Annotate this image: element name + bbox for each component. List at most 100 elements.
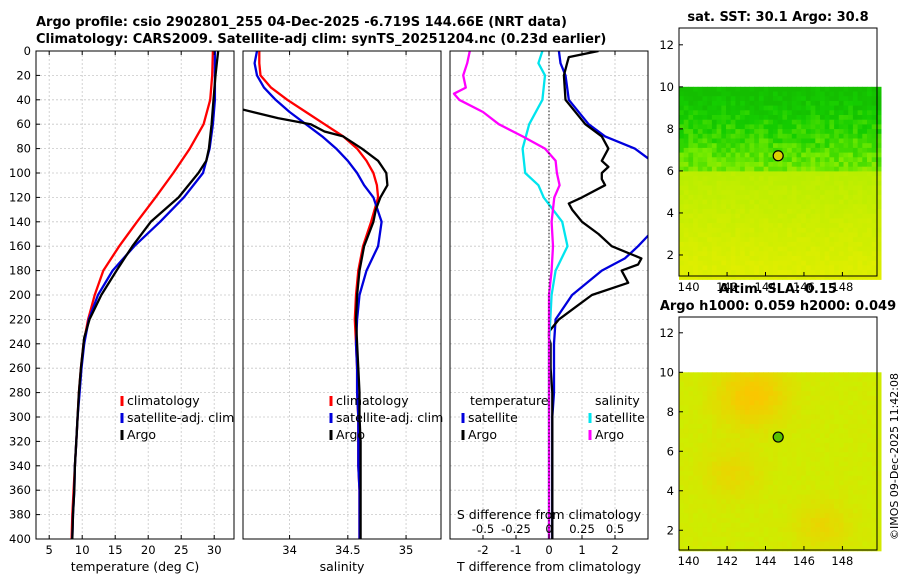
heatmap-cell bbox=[791, 433, 797, 439]
heatmap-cell bbox=[815, 166, 821, 172]
heatmap-cell bbox=[815, 152, 821, 158]
heatmap-cell bbox=[787, 522, 793, 528]
heatmap-cell bbox=[707, 456, 713, 462]
heatmap-cell bbox=[805, 452, 811, 458]
heatmap-cell bbox=[758, 442, 764, 448]
heatmap-cell bbox=[796, 265, 802, 271]
heatmap-cell bbox=[871, 199, 877, 205]
heatmap-cell bbox=[707, 503, 713, 509]
heatmap-cell bbox=[810, 386, 816, 392]
heatmap-cell bbox=[857, 522, 863, 528]
heatmap-cell bbox=[758, 96, 764, 102]
heatmap-cell bbox=[763, 395, 769, 401]
heatmap-cell bbox=[801, 372, 807, 378]
heatmap-cell bbox=[683, 171, 689, 177]
heatmap-cell bbox=[721, 246, 727, 252]
heatmap-cell bbox=[805, 218, 811, 224]
heatmap-cell bbox=[852, 274, 858, 280]
heatmap-cell bbox=[702, 251, 708, 257]
heatmap-cell bbox=[716, 246, 722, 252]
heatmap-cell bbox=[834, 110, 840, 116]
heatmap-cell bbox=[824, 143, 830, 149]
heatmap-cell bbox=[749, 527, 755, 533]
heatmap-cell bbox=[848, 157, 854, 163]
heatmap-cell bbox=[829, 461, 835, 467]
heatmap-cell bbox=[730, 227, 736, 233]
heatmap-cell bbox=[848, 147, 854, 153]
heatmap-cell bbox=[857, 395, 863, 401]
heatmap-cell bbox=[876, 372, 882, 378]
heatmap-cell bbox=[801, 499, 807, 505]
heatmap-cell bbox=[744, 480, 750, 486]
heatmap-cell bbox=[707, 541, 713, 547]
heatmap-cell bbox=[871, 377, 877, 383]
heatmap-cell bbox=[773, 129, 779, 135]
heatmap-cell bbox=[782, 428, 788, 434]
heatmap-cell bbox=[829, 223, 835, 229]
heatmap-cell bbox=[867, 428, 873, 434]
heatmap-cell bbox=[763, 452, 769, 458]
heatmap-cell bbox=[683, 190, 689, 196]
heatmap-cell bbox=[740, 466, 746, 472]
heatmap-cell bbox=[773, 199, 779, 205]
heatmap-cell bbox=[838, 157, 844, 163]
heatmap-cell bbox=[824, 386, 830, 392]
heatmap-cell bbox=[763, 428, 769, 434]
heatmap-cell bbox=[843, 414, 849, 420]
heatmap-cell bbox=[791, 232, 797, 238]
heatmap-cell bbox=[791, 227, 797, 233]
heatmap-cell bbox=[768, 424, 774, 430]
heatmap-cell bbox=[857, 414, 863, 420]
heatmap-cell bbox=[787, 260, 793, 266]
heatmap-cell bbox=[820, 166, 826, 172]
heatmap-cell bbox=[735, 251, 741, 257]
x-tick-label: -2 bbox=[477, 543, 488, 557]
heatmap-cell bbox=[716, 100, 722, 106]
heatmap-cell bbox=[796, 105, 802, 111]
heatmap-cell bbox=[801, 438, 807, 444]
heatmap-cell bbox=[777, 162, 783, 168]
heatmap-cell bbox=[829, 265, 835, 271]
heatmap-cell bbox=[697, 419, 703, 425]
heatmap-cell bbox=[730, 166, 736, 172]
heatmap-cell bbox=[824, 162, 830, 168]
heatmap-cell bbox=[683, 372, 689, 378]
heatmap-cell bbox=[852, 166, 858, 172]
heatmap-cell bbox=[843, 409, 849, 415]
heatmap-cell bbox=[857, 180, 863, 186]
heatmap-cell bbox=[749, 489, 755, 495]
heatmap-cell bbox=[740, 532, 746, 538]
heatmap-cell bbox=[707, 110, 713, 116]
heatmap-cell bbox=[693, 185, 699, 191]
heatmap-cell bbox=[758, 489, 764, 495]
heatmap-cell bbox=[702, 246, 708, 252]
heatmap-cell bbox=[707, 461, 713, 467]
heatmap-cell bbox=[857, 190, 863, 196]
heatmap-cell bbox=[758, 115, 764, 121]
heatmap-cell bbox=[683, 447, 689, 453]
heatmap-cell bbox=[824, 133, 830, 139]
heatmap-cell bbox=[843, 237, 849, 243]
heatmap-cell bbox=[782, 213, 788, 219]
heatmap-cell bbox=[852, 223, 858, 229]
heatmap-cell bbox=[688, 237, 694, 243]
heatmap-cell bbox=[721, 227, 727, 233]
heatmap-cell bbox=[824, 185, 830, 191]
heatmap-cell bbox=[693, 522, 699, 528]
heatmap-cell bbox=[702, 162, 708, 168]
heatmap-cell bbox=[787, 274, 793, 280]
heatmap-cell bbox=[791, 147, 797, 153]
heatmap-cell bbox=[838, 96, 844, 102]
heatmap-cell bbox=[867, 395, 873, 401]
heatmap-cell bbox=[716, 442, 722, 448]
heatmap-cell bbox=[744, 513, 750, 519]
heatmap-cell bbox=[716, 251, 722, 257]
heatmap-cell bbox=[773, 456, 779, 462]
heatmap-cell bbox=[726, 442, 732, 448]
heatmap-cell bbox=[810, 471, 816, 477]
heatmap-cell bbox=[697, 414, 703, 420]
heatmap-cell bbox=[730, 381, 736, 387]
heatmap-cell bbox=[740, 119, 746, 125]
heatmap-cell bbox=[693, 265, 699, 271]
heatmap-cell bbox=[871, 265, 877, 271]
